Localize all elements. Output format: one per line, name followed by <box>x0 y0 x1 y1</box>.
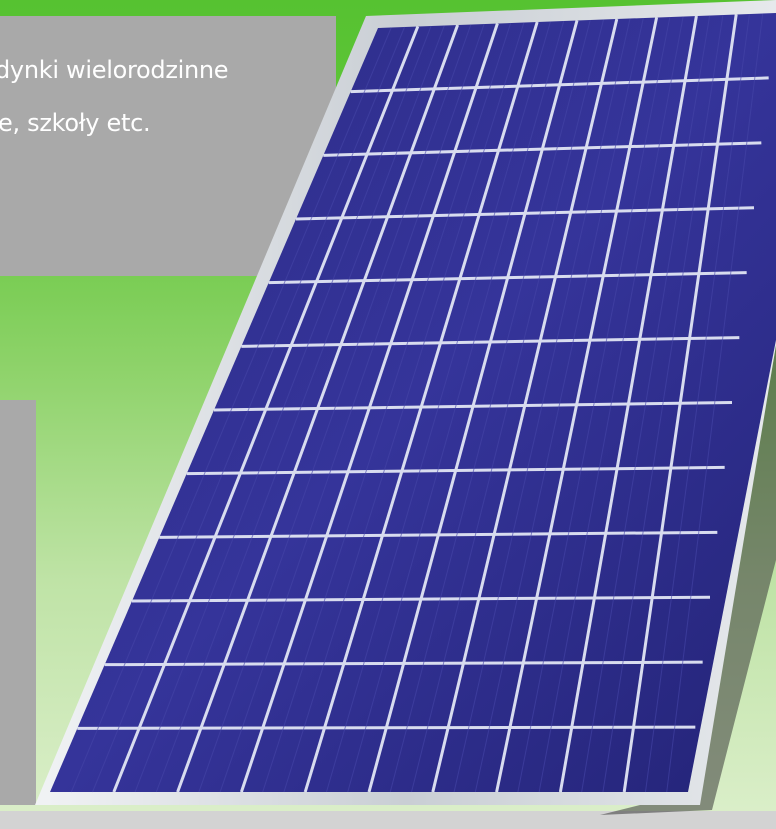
panel-column-divider <box>431 18 619 793</box>
panel-busbar-line <box>219 23 485 793</box>
caption-line-1: dynki wielorodzinne <box>0 56 229 84</box>
panel-side-edge <box>600 345 776 815</box>
gray-text-panel: dynki wielorodzinne e, szkoły etc. <box>0 16 336 276</box>
panel-busbar-line <box>666 13 764 793</box>
bottom-strip <box>0 811 776 829</box>
panel-busbar-line <box>581 15 711 793</box>
panel-busbar-line <box>134 25 432 793</box>
panel-column-divider <box>303 21 539 793</box>
panel-column-divider <box>239 23 499 793</box>
panel-busbar-line <box>262 22 512 793</box>
panel-column-divider <box>112 25 420 793</box>
panel-busbar-line <box>325 21 551 793</box>
panel-busbar-line <box>517 16 671 793</box>
panel-column-divider <box>367 20 579 793</box>
panel-busbar-line <box>538 16 684 793</box>
panel-busbar-line <box>474 17 644 793</box>
panel-busbar-line <box>644 13 750 793</box>
panel-busbar-line <box>347 20 565 793</box>
caption-line-2: e, szkoły etc. <box>0 109 151 137</box>
panel-busbar-line <box>453 18 631 793</box>
panel-busbar-line <box>155 25 445 793</box>
panel-column-divider <box>622 14 738 793</box>
gray-side-panel <box>0 400 36 805</box>
panel-busbar-line <box>92 26 405 793</box>
panel-column-divider <box>558 15 698 793</box>
panel-busbar-line <box>198 24 472 793</box>
panel-busbar-line <box>602 14 724 793</box>
panel-column-divider <box>495 17 659 793</box>
panel-thin-lines <box>70 13 764 793</box>
panel-busbar-line <box>283 22 525 793</box>
panel-busbar-line <box>70 27 392 793</box>
panel-column-divider <box>176 24 460 793</box>
panel-busbar-line <box>389 19 591 793</box>
panel-busbar-line <box>411 19 605 793</box>
